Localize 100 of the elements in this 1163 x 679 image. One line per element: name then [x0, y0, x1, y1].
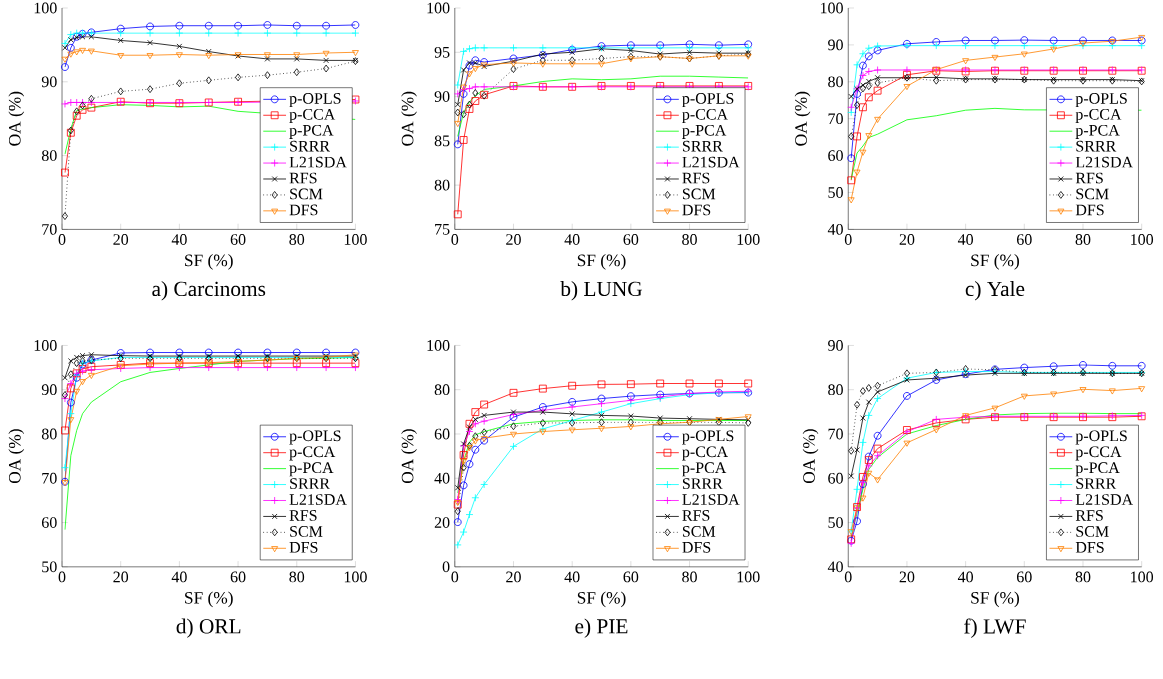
x-tick-label: 80 [682, 571, 697, 583]
x-tick-label: 60 [623, 571, 639, 583]
x-tick-label: 40 [564, 234, 580, 245]
legend-label: p-CCA [289, 109, 336, 124]
legend-label: RFS [682, 172, 710, 184]
x-tick-label: 80 [289, 234, 305, 245]
legend-label: DFS [682, 542, 711, 553]
x-tick-label: 0 [844, 571, 852, 583]
x-tick-label: 0 [844, 234, 852, 245]
y-tick-label: 60 [42, 517, 57, 528]
legend-label: SRRR [682, 478, 723, 490]
y-tick-label: 95 [434, 46, 450, 58]
legend-label: p-CCA [682, 109, 729, 124]
y-tick-label: 60 [434, 428, 450, 440]
x-tick-label: 20 [899, 234, 915, 245]
y-tick-label: 100 [427, 2, 450, 14]
y-axis-title: OA (%) [8, 429, 25, 484]
x-axis-title: SF (%) [185, 254, 233, 270]
legend-label: p-OPLS [682, 430, 734, 445]
y-tick-label: 40 [434, 472, 450, 484]
y-tick-label: 90 [41, 76, 57, 88]
x-tick-label: 80 [1075, 234, 1091, 245]
y-tick-label: 80 [41, 428, 57, 440]
legend-label: L21SDA [289, 494, 347, 505]
legend-label: p-CCA [1075, 109, 1122, 124]
x-tick-label: 40 [171, 234, 187, 245]
y-tick-label: 100 [427, 340, 450, 351]
legend-label: L21SDA [682, 156, 740, 168]
x-tick-label: 20 [506, 571, 521, 583]
legend-label: p-PCA [682, 462, 727, 477]
legend-label: SRRR [290, 478, 330, 490]
x-axis-title: SF (%) [971, 591, 1020, 608]
text: a) Carcinoms [152, 281, 266, 301]
y-tick-label: 70 [42, 472, 57, 484]
y-tick-label: 60 [828, 472, 843, 484]
y-tick-label: 90 [434, 91, 450, 103]
legend-label: DFS [289, 204, 318, 216]
x-axis-title: SF (%) [971, 254, 1019, 270]
y-axis-title: OA (%) [8, 91, 25, 146]
x-tick-label: 20 [113, 234, 129, 245]
text: d) ORL [176, 618, 241, 638]
legend-label: RFS [682, 510, 710, 521]
x-tick-label: 60 [230, 234, 246, 245]
y-tick-label: 80 [434, 384, 450, 396]
y-tick-label: 90 [828, 340, 843, 351]
legend-label: SRRR [682, 140, 723, 152]
legend-label: p-PCA [289, 124, 334, 139]
y-tick-label: 40 [827, 224, 843, 235]
x-tick-label: 40 [957, 571, 973, 583]
legend-label: SRRR [1076, 478, 1117, 490]
x-tick-label: 40 [564, 571, 580, 583]
x-axis-title: SF (%) [577, 254, 626, 270]
y-tick-label: 50 [828, 517, 843, 528]
y-tick-label: 100 [820, 2, 843, 14]
y-tick-label: 60 [828, 150, 843, 162]
text: f) LWF [964, 618, 1026, 639]
x-tick-label: 0 [451, 234, 459, 245]
x-tick-label: 100 [737, 571, 760, 583]
x-axis-title: SF (%) [185, 591, 233, 608]
legend-label: p-PCA [682, 124, 727, 139]
legend-label: DFS [682, 204, 711, 216]
legend-label: SCM [1076, 526, 1109, 537]
x-tick-label: 60 [1016, 571, 1032, 583]
y-axis-title: OA (%) [401, 429, 417, 484]
text: e) PIE [575, 618, 628, 638]
legend-label: p-OPLS [289, 430, 341, 445]
legend-label: p-CCA [682, 446, 729, 461]
x-tick-label: 80 [289, 571, 305, 583]
legend-label: SCM [682, 188, 716, 200]
legend-label: p-PCA [1075, 462, 1120, 477]
y-tick-label: 80 [41, 150, 57, 162]
legend-label: RFS [1075, 172, 1103, 184]
x-tick-label: 60 [230, 571, 246, 583]
legend-label: SCM [1076, 188, 1109, 200]
y-tick-label: 80 [434, 179, 450, 191]
x-tick-label: 20 [506, 234, 521, 245]
legend-label: L21SDA [289, 156, 347, 168]
x-axis-title: SF (%) [577, 591, 626, 608]
y-tick-label: 0 [442, 561, 450, 573]
x-tick-label: 80 [682, 234, 697, 245]
y-tick-label: 40 [827, 561, 843, 573]
x-tick-label: 100 [1131, 571, 1154, 583]
y-tick-label: 75 [435, 224, 450, 235]
y-tick-label: 70 [828, 428, 843, 440]
x-tick-label: 100 [1131, 234, 1154, 245]
legend-label: RFS [289, 510, 317, 521]
x-tick-label: 0 [58, 571, 66, 583]
x-tick-label: 20 [899, 571, 915, 583]
y-tick-label: 85 [434, 135, 450, 147]
legend-label: SCM [290, 188, 323, 200]
legend-label: SCM [290, 526, 323, 537]
y-tick-label: 50 [42, 561, 57, 573]
y-tick-label: 100 [34, 2, 57, 14]
legend-label: L21SDA [1075, 494, 1134, 505]
y-tick-label: 80 [828, 76, 843, 88]
legend-label: SCM [682, 526, 716, 537]
legend-label: p-CCA [1075, 446, 1122, 461]
y-tick-label: 90 [828, 39, 843, 51]
x-tick-label: 40 [171, 571, 187, 583]
y-tick-label: 70 [828, 113, 843, 125]
